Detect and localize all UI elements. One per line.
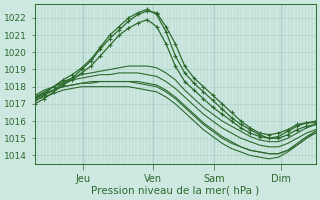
X-axis label: Pression niveau de la mer( hPa ): Pression niveau de la mer( hPa ) [91, 186, 260, 196]
